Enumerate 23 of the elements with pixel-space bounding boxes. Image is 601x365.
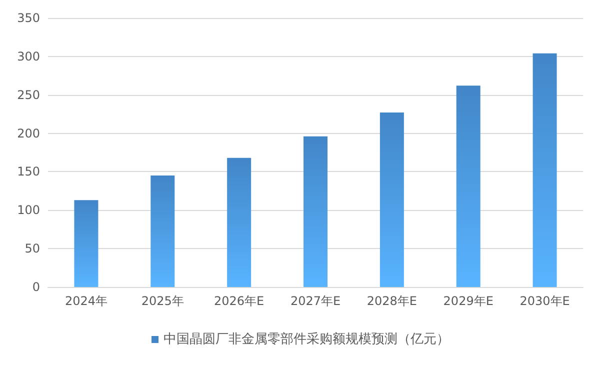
y-tick-label: 0: [32, 280, 40, 294]
bar: [227, 158, 252, 287]
x-tick-label: 2024年: [64, 294, 108, 308]
y-tick-label: 250: [17, 88, 40, 102]
bar: [456, 86, 480, 287]
bar: [304, 136, 328, 287]
bar: [532, 53, 557, 287]
x-tick-label: 2025年: [141, 294, 184, 308]
y-tick-label: 200: [17, 126, 40, 140]
legend-label: 中国晶圆厂非金属零部件采购额规模预测（亿元）: [164, 332, 450, 347]
bar: [74, 200, 98, 287]
y-tick-label: 300: [17, 49, 40, 64]
y-tick-label: 350: [17, 11, 40, 25]
x-tick-label: 2026年E: [214, 294, 264, 308]
x-tick-label: 2028年E: [366, 294, 417, 308]
bar: [380, 112, 404, 287]
y-tick-label: 100: [17, 203, 40, 218]
y-tick-label: 150: [17, 164, 40, 179]
bar: [150, 176, 175, 287]
x-tick-label: 2030年E: [520, 294, 570, 308]
x-tick-label: 2029年E: [443, 294, 494, 308]
y-tick-label: 50: [24, 242, 40, 256]
x-tick-label: 2027年E: [290, 294, 341, 308]
